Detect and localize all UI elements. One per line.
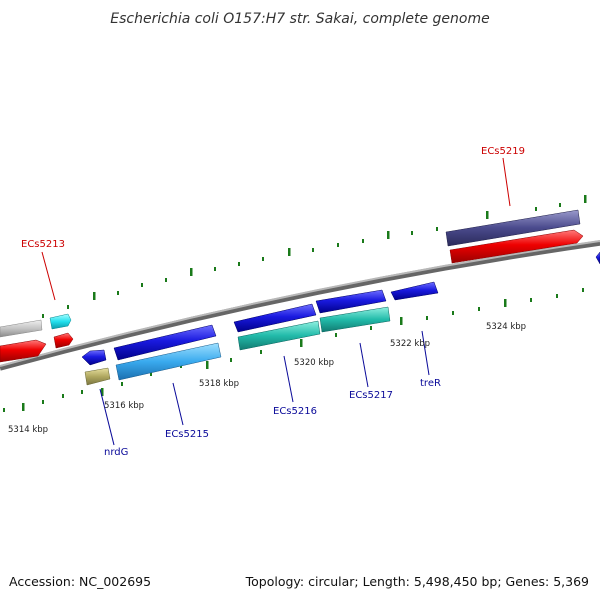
gene-labels: ECs5213 ECs5219 nrdG ECs5215 ECs5216 ECs… [21, 146, 525, 458]
gene-label-ecs5216[interactable]: ECs5216 [273, 406, 317, 417]
minor-tick [535, 207, 537, 211]
major-tick [400, 317, 403, 325]
leader-line-ecs5217 [359, 342, 369, 388]
minor-tick [370, 326, 372, 330]
minor-tick [559, 203, 561, 207]
minor-tick [165, 278, 167, 282]
scale-label-5320: 5320 kbp [294, 358, 334, 368]
minor-tick [478, 307, 480, 311]
outer-tick-ring [17, 195, 587, 328]
red-cds-arrow[interactable] [53, 332, 74, 349]
minor-tick [452, 311, 454, 315]
minor-tick [362, 239, 364, 243]
forward-strand-features [0, 209, 600, 366]
red-cds-arrow[interactable] [0, 339, 47, 363]
minor-tick [335, 333, 337, 337]
scale-label-5318: 5318 kbp [199, 379, 239, 389]
minor-tick [411, 231, 413, 235]
leader-line-ecs5213 [41, 251, 56, 301]
reverse-strand-features [84, 306, 391, 386]
scale-label-5322: 5322 kbp [390, 339, 430, 349]
major-tick [101, 388, 104, 396]
major-tick [190, 268, 193, 276]
minor-tick [117, 291, 119, 295]
inner-tick-ring [3, 288, 584, 412]
teal-cds-arrow[interactable] [237, 320, 321, 351]
scale-label-5314: 5314 kbp [8, 425, 48, 435]
blue-cds-arrow[interactable] [390, 281, 439, 301]
olive-cds-arrow[interactable] [84, 367, 111, 386]
gene-label-ecs5213[interactable]: ECs5213 [21, 239, 65, 250]
cyan-cds-arrow[interactable] [49, 313, 72, 330]
gray-cds-arrow[interactable] [0, 319, 43, 338]
genome-backbone-shadow [0, 240, 600, 371]
leader-line-ecs5219 [502, 157, 511, 207]
major-tick [288, 248, 291, 256]
leader-line-ecs5216 [283, 355, 294, 403]
minor-tick [230, 358, 232, 362]
major-tick [22, 403, 25, 411]
genome-backbone [0, 240, 600, 367]
major-tick [486, 211, 489, 219]
sky-cds-arrow[interactable] [115, 342, 222, 381]
minor-tick [260, 350, 262, 354]
minor-tick [67, 305, 69, 309]
minor-tick [426, 316, 428, 320]
gene-label-trer[interactable]: treR [420, 378, 441, 389]
major-tick [387, 231, 390, 239]
minor-tick [312, 248, 314, 252]
minor-tick [214, 267, 216, 271]
teal-cds-arrow[interactable] [319, 306, 391, 333]
blue-cds-arrow[interactable] [315, 289, 387, 314]
blue-cds-arrow[interactable] [595, 251, 600, 265]
minor-tick [42, 314, 44, 318]
gene-label-ecs5217[interactable]: ECs5217 [349, 390, 393, 401]
minor-tick [150, 372, 152, 376]
blue-cds-arrow[interactable] [81, 349, 107, 366]
minor-tick [62, 394, 64, 398]
major-tick [93, 292, 96, 300]
gene-label-ecs5215[interactable]: ECs5215 [165, 429, 209, 440]
gene-label-nrdg[interactable]: nrdG [104, 447, 128, 458]
minor-tick [556, 294, 558, 298]
gene-label-ecs5219[interactable]: ECs5219 [481, 146, 525, 157]
minor-tick [3, 408, 5, 412]
scale-label-5316: 5316 kbp [104, 401, 144, 411]
minor-tick [42, 400, 44, 404]
blue-cds-arrow[interactable] [113, 324, 217, 361]
blue-cds-arrow[interactable] [233, 303, 317, 333]
accession-text: Accession: NC_002695 [9, 574, 151, 589]
minor-tick [121, 382, 123, 386]
label-leader-lines [41, 157, 511, 446]
navy-cds-arrow[interactable] [445, 209, 581, 247]
scale-labels: 5314 kbp 5316 kbp 5318 kbp 5320 kbp 5322… [8, 322, 526, 435]
minor-tick [141, 283, 143, 287]
major-tick [584, 195, 587, 203]
minor-tick [238, 262, 240, 266]
red-cds-arrow[interactable] [449, 229, 584, 264]
leader-line-nrdg [99, 388, 115, 446]
major-tick [206, 361, 209, 369]
major-tick [504, 299, 507, 307]
minor-tick [337, 243, 339, 247]
minor-tick [262, 257, 264, 261]
minor-tick [530, 298, 532, 302]
minor-tick [582, 288, 584, 292]
minor-tick [81, 390, 83, 394]
major-tick [300, 339, 303, 347]
map-title: Escherichia coli O157:H7 str. Sakai, com… [110, 11, 489, 27]
leader-line-ecs5215 [172, 382, 184, 426]
genome-summary-text: Topology: circular; Length: 5,498,450 bp… [245, 574, 589, 589]
scale-label-5324: 5324 kbp [486, 322, 526, 332]
minor-tick [436, 227, 438, 231]
leader-line-trer [421, 330, 430, 376]
